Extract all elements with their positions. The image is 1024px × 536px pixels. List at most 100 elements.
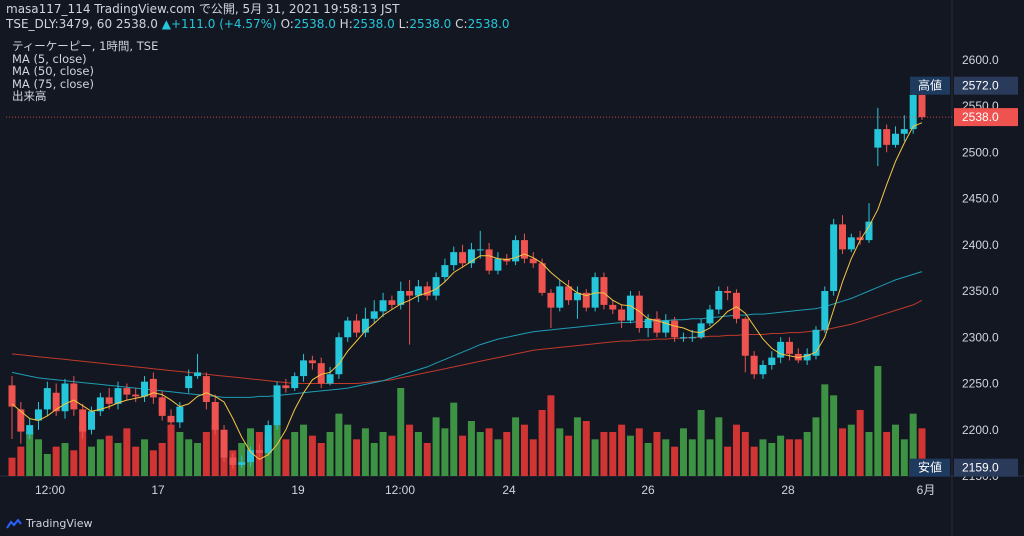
volume-bar xyxy=(132,446,140,476)
volume-bar xyxy=(476,432,484,476)
volume-bar xyxy=(211,424,219,476)
volume-bar xyxy=(503,432,511,476)
candle-body xyxy=(591,277,599,308)
candle-body xyxy=(874,129,882,148)
ma50-legend[interactable]: MA (50, close) xyxy=(12,64,94,78)
volume-bar xyxy=(768,443,776,476)
candle-body xyxy=(803,353,811,361)
ma5-legend[interactable]: MA (5, close) xyxy=(12,51,87,66)
candle-body xyxy=(883,129,891,145)
chart-header: masa117_114 TradingView.com で公開, 5月 31, … xyxy=(6,2,510,32)
candle-body xyxy=(821,291,829,330)
volume-bar xyxy=(732,424,740,476)
candle-body xyxy=(891,133,899,145)
candle-body xyxy=(688,337,696,339)
last-price: 2538.0 xyxy=(115,17,158,31)
volume-bar xyxy=(909,413,917,476)
price-label-high-box xyxy=(954,76,1018,95)
candle-body xyxy=(379,300,387,312)
volume-bar xyxy=(379,432,387,476)
candle-body xyxy=(123,388,131,395)
volume-bar xyxy=(185,439,193,476)
close-value: 2538.0 xyxy=(467,17,510,31)
volume-bar xyxy=(538,410,546,476)
candle-body xyxy=(618,309,626,321)
publish-info: masa117_114 TradingView.com で公開, 5月 31, … xyxy=(6,2,400,16)
series-title[interactable]: ティーケーピー, 1時間, TSE xyxy=(12,39,159,53)
volume-bar xyxy=(847,424,855,476)
ma75-legend[interactable]: MA (75, close) xyxy=(12,76,94,91)
footer-brand[interactable]: TradingView xyxy=(6,517,92,530)
candle-body xyxy=(847,237,855,250)
candle-body xyxy=(485,249,493,271)
volume-bar xyxy=(874,366,882,476)
change-arrow-icon: ▲ xyxy=(161,17,171,31)
candle-body xyxy=(653,318,661,333)
candle-body xyxy=(644,318,652,328)
volume-bar xyxy=(600,432,608,476)
candle-body xyxy=(397,291,405,305)
volume-bar xyxy=(326,432,334,476)
volume-bar xyxy=(582,421,590,476)
candle-body xyxy=(132,394,140,397)
volume-bar xyxy=(512,417,520,476)
volume-bar xyxy=(653,432,661,476)
volume-bar xyxy=(35,439,43,476)
volume-bar xyxy=(344,424,352,476)
volume-bar xyxy=(317,443,325,476)
volume-bar xyxy=(176,432,184,476)
volume-bar xyxy=(406,424,414,476)
volume-bar xyxy=(397,388,405,476)
volume-bar xyxy=(26,432,34,476)
volume-bar xyxy=(114,443,122,476)
price-label-high-value: 2572.0 xyxy=(962,79,999,93)
candle-body xyxy=(8,385,16,407)
candle-body xyxy=(520,240,528,259)
volume-bar xyxy=(644,443,652,476)
volume-legend[interactable]: 出来高 xyxy=(12,89,47,103)
volume-bar xyxy=(724,446,732,476)
volume-bar xyxy=(547,395,555,476)
volume-bar xyxy=(88,446,96,476)
x-tick-label: 12:00 xyxy=(385,483,415,497)
candle-body xyxy=(918,94,926,118)
volume-bar xyxy=(52,446,60,476)
candle-body xyxy=(450,252,458,266)
candle-body xyxy=(52,392,60,412)
candle-body xyxy=(556,286,564,308)
volume-bar xyxy=(370,443,378,476)
volume-bar xyxy=(167,424,175,476)
x-tick-label: 17 xyxy=(151,483,165,497)
ma75-line xyxy=(11,299,923,384)
candle-body xyxy=(838,224,846,250)
candle-body xyxy=(300,360,308,377)
volume-bar xyxy=(105,435,113,476)
volume-bar xyxy=(812,417,820,476)
x-tick-label: 28 xyxy=(781,483,795,497)
candle-body xyxy=(768,357,776,365)
low-label: L: xyxy=(398,17,410,31)
candle-body xyxy=(255,450,263,453)
y-tick-label: 2350.0 xyxy=(962,284,999,298)
candle-body xyxy=(308,360,316,364)
candle-body xyxy=(158,397,166,416)
volume-bar xyxy=(43,454,51,476)
volume-bar xyxy=(202,432,210,476)
candle-body xyxy=(273,385,281,426)
candle-body xyxy=(361,318,369,333)
volume-bar xyxy=(96,439,104,476)
candle-body xyxy=(79,409,87,432)
change-value: +111.0 (+4.57%) xyxy=(170,17,277,31)
y-tick-label: 2500.0 xyxy=(962,145,999,159)
candle-body xyxy=(149,378,157,398)
volume-bar xyxy=(706,439,714,476)
candle-body xyxy=(344,320,352,338)
price-label-last-box xyxy=(954,108,1018,127)
candle-body xyxy=(326,374,334,384)
y-tick-label: 2250.0 xyxy=(962,377,999,391)
brand-name: TradingView xyxy=(26,517,93,530)
volume-bar xyxy=(291,432,299,476)
candle-body xyxy=(176,406,184,423)
candle-body xyxy=(900,129,908,134)
